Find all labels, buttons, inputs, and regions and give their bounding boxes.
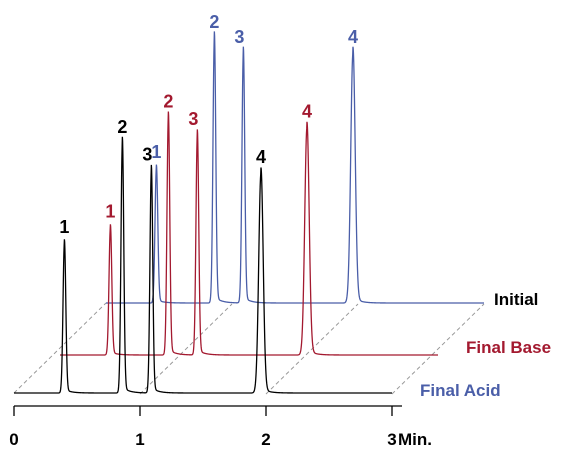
legend-final-acid: Final Acid — [420, 381, 501, 400]
peak-label-initial-4: 4 — [256, 147, 266, 167]
legend-initial: Initial — [494, 290, 538, 309]
peak-label-final-acid-2: 2 — [209, 12, 219, 32]
x-unit-label: Min. — [398, 430, 432, 449]
perspective-guides — [13, 302, 485, 395]
legend: Final Acid Final Base Initial — [420, 290, 551, 400]
depth-guide-2 — [265, 303, 359, 395]
depth-guide-3 — [391, 303, 485, 395]
peak-label-final-acid-1: 1 — [151, 142, 161, 162]
peak-label-initial-2: 2 — [117, 117, 127, 137]
peak-label-initial-3: 3 — [142, 145, 152, 165]
trace-initial — [14, 136, 392, 394]
legend-final-base: Final Base — [466, 338, 551, 357]
x-tick-label-1: 1 — [135, 430, 144, 449]
peak-label-final-acid-3: 3 — [234, 27, 244, 47]
trace-final-base — [60, 111, 438, 356]
peak-label-initial-1: 1 — [59, 217, 69, 237]
x-tick-label-2: 2 — [261, 430, 270, 449]
peak-label-final-base-2: 2 — [163, 92, 173, 112]
trace-final-acid — [106, 31, 484, 304]
x-tick-label-3: 3 — [387, 430, 396, 449]
peak-label-final-base-3: 3 — [188, 109, 198, 129]
peak-label-final-base-4: 4 — [302, 102, 312, 122]
peak-label-final-base-1: 1 — [105, 202, 115, 222]
traces — [14, 31, 484, 394]
peak-label-final-acid-4: 4 — [348, 27, 358, 47]
x-tick-label-0: 0 — [9, 430, 18, 449]
x-axis-ticks: 0 1 2 3 Min. — [9, 406, 432, 449]
depth-guide-0 — [13, 302, 107, 394]
